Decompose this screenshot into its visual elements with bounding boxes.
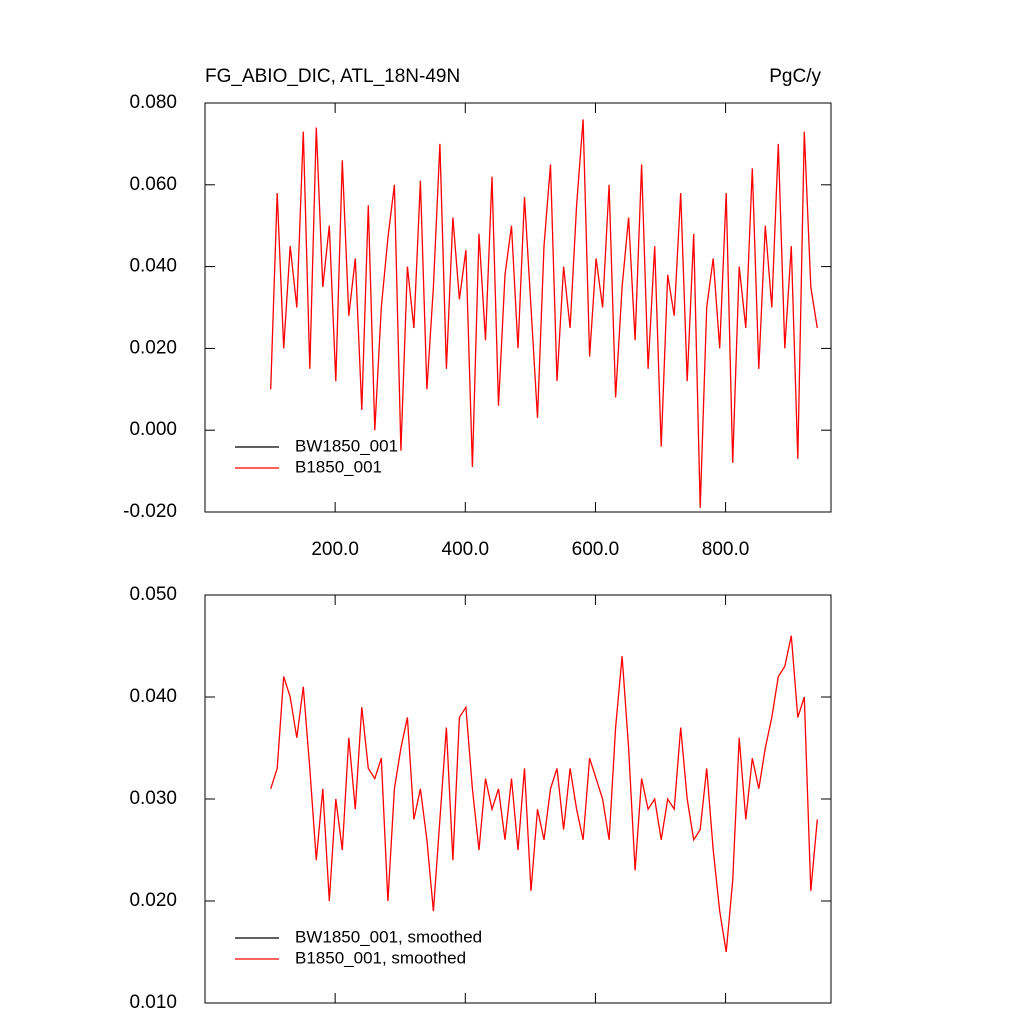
y-tick-label: 0.000	[129, 419, 177, 440]
legend-label: BW1850_001	[295, 436, 398, 455]
plot-frame	[204, 102, 832, 513]
legend-label: B1850_001	[295, 457, 382, 476]
y-tick-label: 0.040	[129, 256, 177, 277]
chart-title: FG_ABIO_DIC, ATL_18N-49N	[205, 66, 460, 87]
legend-label: B1850_001, smoothed	[295, 948, 466, 967]
x-tick-label: 600.0	[572, 539, 620, 560]
y-tick-label: 0.030	[129, 788, 177, 809]
x-tick-label: 800.0	[702, 539, 750, 560]
series-line	[270, 119, 818, 508]
y-tick-label: 0.020	[129, 337, 177, 358]
unit-label: PgC/y	[769, 66, 821, 87]
y-tick-label: 0.050	[129, 584, 177, 605]
y-tick-label: 0.080	[129, 92, 177, 113]
y-tick-label: 0.040	[129, 686, 177, 707]
x-tick-label: 400.0	[442, 539, 490, 560]
legend-label: BW1850_001, smoothed	[295, 927, 482, 946]
y-tick-label: 0.010	[129, 992, 177, 1013]
y-tick-label: 0.020	[129, 890, 177, 911]
y-tick-label: -0.020	[123, 501, 177, 522]
x-tick-label: 200.0	[311, 539, 359, 560]
series-line	[270, 635, 818, 953]
y-tick-label: 0.060	[129, 174, 177, 195]
